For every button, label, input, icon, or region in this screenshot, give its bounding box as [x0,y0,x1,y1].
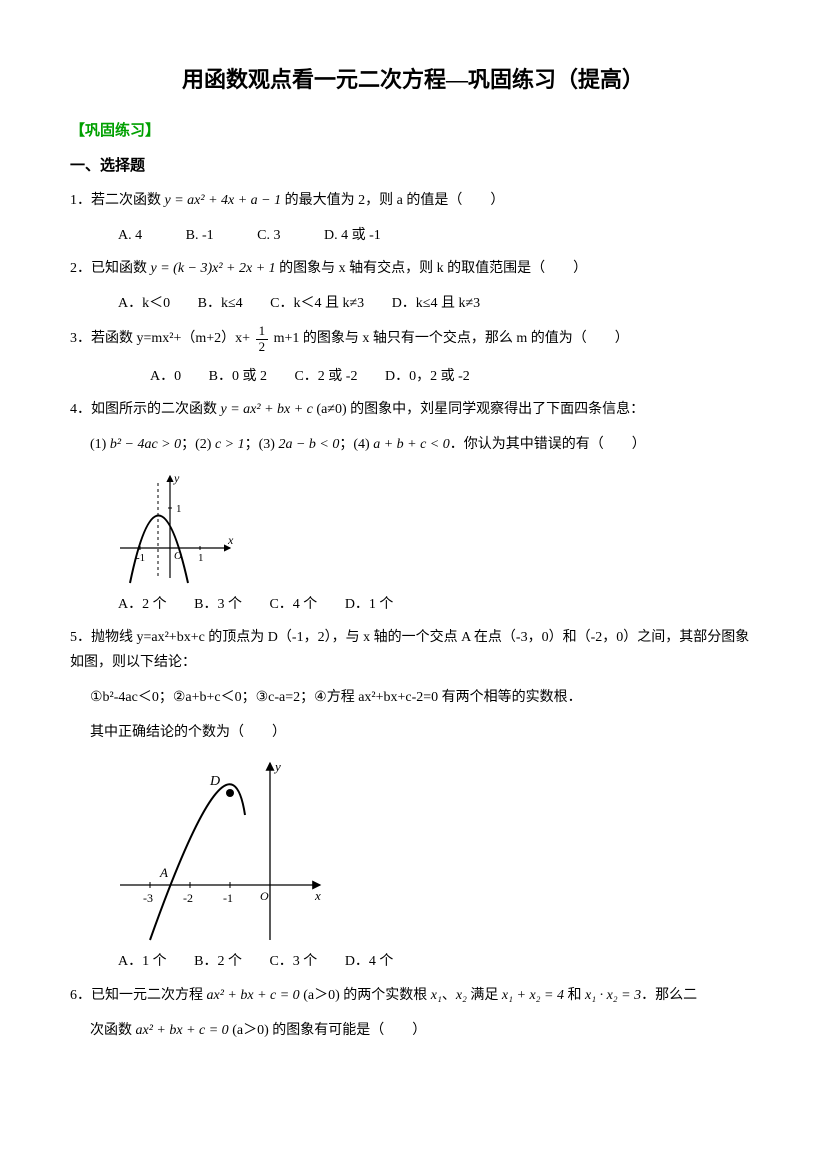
q4-subtext: (1) b² − 4ac > 0；(2) c > 1；(3) 2a − b < … [90,432,756,457]
section-label: 【巩固练习】 [70,118,756,145]
q6-x1: x₁ [431,988,442,1003]
q3-text-b: m+1 的图象与 x 轴只有一个交点，那么 m 的值为（ ） [270,331,629,346]
q6-cond1: x₁ + x₂ = 4 [502,988,564,1003]
q2-opt-a: A．k＜0 [118,296,170,311]
q4-opt-d: D．1 个 [345,597,394,612]
q2-opt-b: B．k≤4 [198,296,243,311]
q5-origin: O [260,889,269,903]
q4-sub-a: (1) [90,437,110,452]
q5-opt-d: D．4 个 [345,954,394,969]
q5-options: A．1 个 B．2 个 C．3 个 D．4 个 [118,949,756,974]
q4-sub-b: ；(2) [181,437,215,452]
q6-text-d: 和 [564,988,585,1003]
q4-f2: c > 1 [215,437,245,452]
q3-text-a: 3．若函数 y=mx²+（m+2）x+ [70,331,254,346]
q4-xtick-1: 1 [198,552,204,564]
q2-opt-c: C．k＜4 且 k≠3 [270,296,364,311]
q5-tail: 其中正确结论的个数为（ ） [90,720,756,745]
q5-graph: y x O -3 -2 -1 D A [110,755,756,945]
q2-options: A．k＜0 B．k≤4 C．k＜4 且 k≠3 D．k≤4 且 k≠3 [118,291,756,316]
q4-xlabel: x [227,533,234,547]
q4-sub-e: ．你认为其中错误的有（ ） [450,437,646,452]
q2-opt-d: D．k≤4 且 k≠3 [392,296,480,311]
q2-text-b: 的图象与 x 轴有交点，则 k 的取值范围是（ ） [276,261,588,276]
q4-f4: a + b + c < 0 [373,437,450,452]
q4-formula: y = ax² + bx + c [221,402,313,417]
q4-f1: b² − 4ac > 0 [110,437,181,452]
q4-sub-d: ；(4) [339,437,373,452]
q1-text-b: 的最大值为 2，则 a 的值是（ ） [281,193,504,208]
q6-f1: ax² + bx + c = 0 [207,988,300,1003]
question-6: 6．已知一元二次方程 ax² + bx + c = 0 (a＞0) 的两个实数根… [70,983,756,1008]
q4-opt-a: A．2 个 [118,597,167,612]
q5-opt-c: C．3 个 [269,954,317,969]
q3-options: A．0 B．0 或 2 C．2 或 -2 D．0，2 或 -2 [150,364,756,389]
q4-sub-c: ；(3) [245,437,279,452]
q3-frac-den: 2 [256,340,269,354]
q4-f3: 2a − b < 0 [278,437,339,452]
q1-text-a: 1．若二次函数 [70,193,165,208]
q4-ytick-1: 1 [176,503,182,515]
q3-opt-c: C．2 或 -2 [294,369,357,384]
question-1: 1．若二次函数 y = ax² + 4x + a − 1 的最大值为 2，则 a… [70,188,756,213]
q6-line2: 次函数 ax² + bx + c = 0 (a＞0) 的图象有可能是（ ） [90,1018,756,1043]
question-3: 3．若函数 y=mx²+（m+2）x+ 12 m+1 的图象与 x 轴只有一个交… [70,324,756,354]
q1-options: A. 4 B. -1 C. 3 D. 4 或 -1 [118,223,756,248]
q3-opt-b: B．0 或 2 [209,369,267,384]
q1-opt-d: D. 4 或 -1 [324,228,381,243]
q6-text-b: (a＞0) 的两个实数根 [300,988,431,1003]
q1-formula: y = ax² + 4x + a − 1 [165,193,282,208]
q3-frac-num: 1 [256,324,269,339]
q3-fraction: 12 [256,324,269,354]
q5-xt-2: -2 [183,891,193,905]
q5-opt-b: B．2 个 [194,954,242,969]
q4-options: A．2 个 B．3 个 C．4 个 D．1 个 [118,592,756,617]
q1-opt-a: A. 4 [118,228,142,243]
q6-text-e: ．那么二 [641,988,697,1003]
q6-text-c: 满足 [467,988,502,1003]
q5-items: ①b²-4ac＜0；②a+b+c＜0；③c-a=2；④方程 ax²+bx+c-2… [90,685,756,710]
q2-text-a: 2．已知函数 [70,261,151,276]
subheading: 一、选择题 [70,153,756,180]
q6-sep: 、 [442,988,456,1003]
q5-ylabel: y [273,759,281,774]
q6-cond2: x₁ · x₂ = 3 [585,988,641,1003]
q5-opt-a: A．1 个 [118,954,167,969]
q6-line2-a: 次函数 [90,1023,136,1038]
question-2: 2．已知函数 y = (k − 3)x² + 2x + 1 的图象与 x 轴有交… [70,256,756,281]
q4-graph: -1 1 1 O y x [110,468,756,588]
q4-text-a: 4．如图所示的二次函数 [70,402,221,417]
q6-x2: x₂ [456,988,467,1003]
q4-ylabel: y [173,471,180,485]
q5-xt-1: -1 [223,891,233,905]
q6-line2-b: (a＞0) 的图象有可能是（ ） [229,1023,427,1038]
q5-xlabel: x [314,888,321,903]
q3-opt-d: D．0，2 或 -2 [385,369,470,384]
q4-text-b: (a≠0) 的图象中，刘星同学观察得出了下面四条信息： [313,402,644,417]
q1-opt-b: B. -1 [186,228,214,243]
q5-A: A [159,865,168,880]
q2-formula: y = (k − 3)x² + 2x + 1 [151,261,276,276]
q6-text-a: 6．已知一元二次方程 [70,988,207,1003]
question-4: 4．如图所示的二次函数 y = ax² + bx + c (a≠0) 的图象中，… [70,397,756,422]
q5-D: D [209,774,220,789]
q4-opt-b: B．3 个 [194,597,242,612]
q1-opt-c: C. 3 [257,228,280,243]
q3-opt-a: A．0 [150,369,181,384]
q6-f2: ax² + bx + c = 0 [136,1023,229,1038]
q5-xt-3: -3 [143,891,153,905]
question-5: 5．抛物线 y=ax²+bx+c 的顶点为 D（-1，2），与 x 轴的一个交点… [70,625,756,675]
q4-opt-c: C．4 个 [269,597,317,612]
page-title: 用函数观点看一元二次方程—巩固练习（提高） [70,60,756,100]
